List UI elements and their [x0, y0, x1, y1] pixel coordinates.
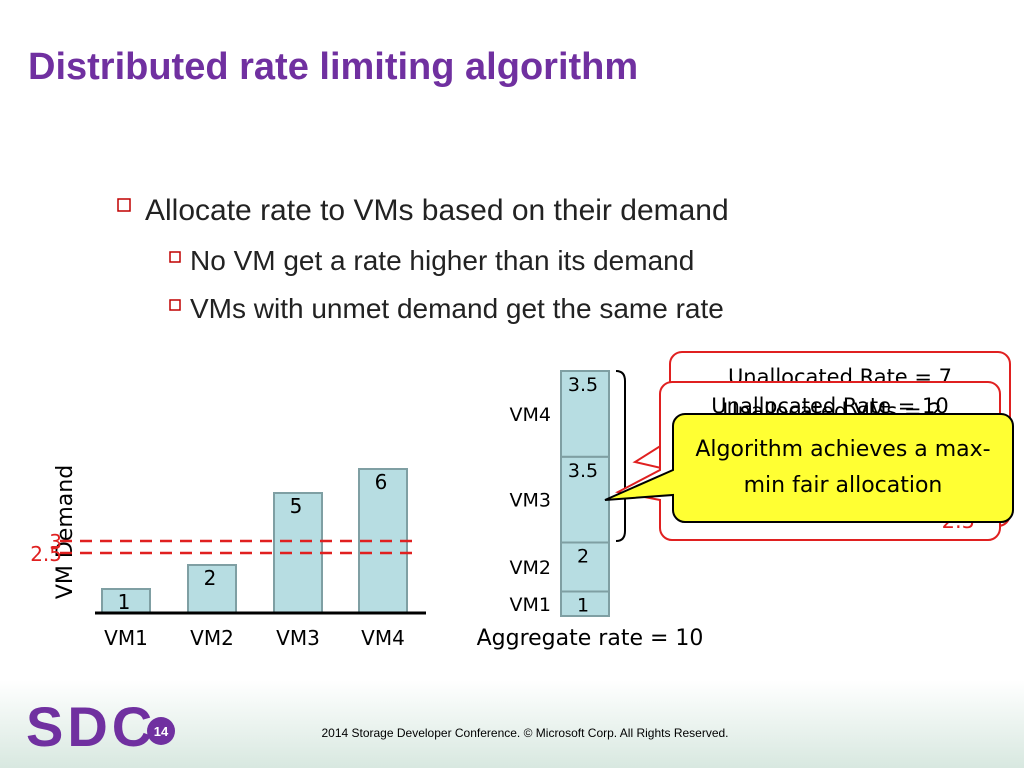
- threshold-label: 2.5: [30, 542, 62, 566]
- conclusion-text: Algorithm achieves a max-min fair alloca…: [695, 437, 991, 498]
- segment-label: 2: [577, 546, 589, 568]
- bar-label: 2: [204, 566, 217, 590]
- sub-bullet: No VM get a rate higher than its demand: [190, 245, 694, 276]
- category-label: VM3: [276, 626, 320, 650]
- category-label: VM4: [510, 404, 551, 426]
- category-label: VM3: [510, 490, 551, 512]
- stack-segment: [560, 541, 610, 593]
- threshold-label: 3: [49, 530, 62, 554]
- bullet-icon: [169, 299, 181, 311]
- segment-label: 3.5: [568, 374, 598, 396]
- bar-label: 6: [375, 470, 388, 494]
- bar-label: 5: [290, 494, 303, 518]
- bar-label: 1: [118, 590, 131, 614]
- category-label: VM1: [104, 626, 148, 650]
- logo: SDC: [26, 695, 156, 758]
- logo-badge: [147, 717, 175, 745]
- category-label: VM4: [361, 626, 405, 650]
- bullet: Allocate rate to VMs based on their dema…: [145, 194, 729, 227]
- conclusion-wrap: Algorithm achieves a max-min fair alloca…: [695, 437, 991, 498]
- footer: 2014 Storage Developer Conference. © Mic…: [321, 726, 728, 740]
- stack-segment: [560, 370, 610, 458]
- brace: [615, 370, 626, 542]
- y-axis-label: VM Demand: [53, 465, 78, 599]
- bar: [187, 564, 237, 614]
- stack-segment: [560, 590, 610, 617]
- title: Distributed rate limiting algorithm: [28, 46, 638, 88]
- bullet-icon: [117, 198, 131, 212]
- category-label: VM2: [190, 626, 234, 650]
- logo-year: 14: [154, 724, 169, 739]
- category-label: VM2: [510, 557, 551, 579]
- conclusion-box: [604, 413, 1014, 523]
- segment-label: 1: [577, 595, 589, 617]
- demand-chart: VM Demand 1 VM1 2 VM2 5 VM3 6 VM4 32.5: [30, 465, 426, 650]
- category-label: VM1: [510, 594, 551, 616]
- callouts: Unallocated Rate = 7 Unallocated Rate = …: [604, 351, 1014, 541]
- segment-label: 3.5: [568, 460, 598, 482]
- stack-segment: [560, 455, 610, 544]
- allocation-chart: Aggregate rate = 10 1 VM1 2 VM2 3.5 VM3 3.5 VM4: [477, 370, 704, 651]
- bullet-icon: [169, 251, 181, 263]
- sub-bullet: VMs with unmet demand get the same rate: [190, 293, 724, 324]
- aggregate-label: Aggregate rate = 10: [477, 626, 704, 651]
